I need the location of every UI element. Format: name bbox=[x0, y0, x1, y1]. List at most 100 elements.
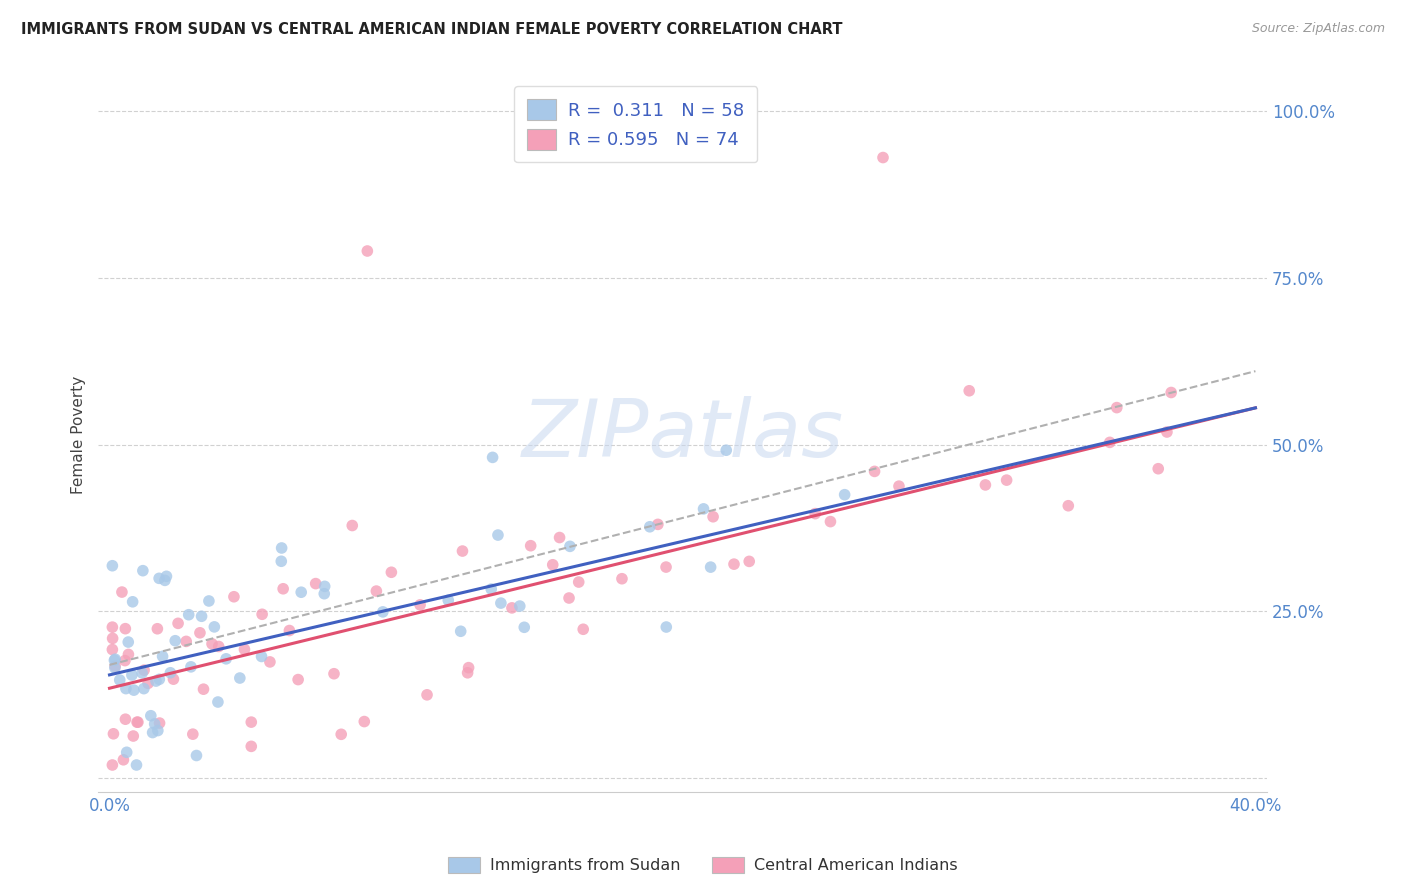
Point bbox=[122, 729, 145, 743]
Point bbox=[872, 151, 894, 165]
Point bbox=[692, 501, 714, 516]
Point bbox=[122, 683, 145, 698]
Point bbox=[489, 596, 512, 610]
Point bbox=[165, 633, 187, 648]
Point bbox=[287, 673, 309, 687]
Point bbox=[202, 620, 225, 634]
Point bbox=[115, 745, 138, 759]
Point bbox=[148, 571, 170, 585]
Point bbox=[177, 607, 200, 622]
Legend: Immigrants from Sudan, Central American Indians: Immigrants from Sudan, Central American … bbox=[441, 850, 965, 880]
Point bbox=[132, 564, 155, 578]
Point bbox=[513, 620, 536, 634]
Point bbox=[330, 727, 353, 741]
Point bbox=[240, 715, 263, 730]
Point bbox=[181, 727, 204, 741]
Point bbox=[519, 539, 541, 553]
Point bbox=[146, 723, 169, 738]
Point bbox=[957, 384, 980, 398]
Point bbox=[125, 758, 148, 772]
Point bbox=[167, 616, 190, 631]
Point bbox=[259, 655, 281, 669]
Point bbox=[486, 528, 509, 542]
Point bbox=[101, 642, 124, 657]
Text: ZIPatlas: ZIPatlas bbox=[522, 395, 844, 474]
Point bbox=[103, 727, 125, 741]
Point bbox=[1160, 385, 1182, 400]
Point bbox=[450, 624, 472, 639]
Point bbox=[114, 712, 136, 726]
Point bbox=[723, 557, 745, 571]
Point bbox=[409, 598, 432, 612]
Point bbox=[305, 576, 328, 591]
Point bbox=[208, 640, 231, 654]
Point bbox=[558, 539, 581, 553]
Point bbox=[121, 668, 143, 682]
Point bbox=[568, 575, 591, 590]
Point bbox=[1105, 401, 1128, 415]
Point bbox=[290, 585, 312, 599]
Point bbox=[558, 591, 581, 605]
Point bbox=[457, 660, 479, 674]
Point bbox=[820, 515, 842, 529]
Point bbox=[457, 665, 479, 680]
Point bbox=[655, 560, 678, 574]
Point bbox=[548, 531, 571, 545]
Point bbox=[207, 695, 229, 709]
Point bbox=[127, 715, 149, 730]
Point bbox=[125, 715, 148, 730]
Point bbox=[887, 479, 910, 493]
Point bbox=[481, 450, 503, 465]
Text: IMMIGRANTS FROM SUDAN VS CENTRAL AMERICAN INDIAN FEMALE POVERTY CORRELATION CHAR: IMMIGRANTS FROM SUDAN VS CENTRAL AMERICA… bbox=[21, 22, 842, 37]
Point bbox=[188, 625, 211, 640]
Point bbox=[437, 593, 460, 607]
Point bbox=[416, 688, 439, 702]
Point bbox=[145, 674, 167, 689]
Point bbox=[104, 659, 127, 673]
Point bbox=[371, 605, 394, 619]
Point bbox=[479, 582, 502, 596]
Point bbox=[104, 652, 127, 666]
Point bbox=[193, 682, 215, 697]
Point bbox=[995, 473, 1018, 487]
Point bbox=[366, 584, 388, 599]
Point bbox=[655, 620, 678, 634]
Point bbox=[342, 518, 364, 533]
Point bbox=[104, 661, 127, 675]
Point bbox=[541, 558, 564, 572]
Point bbox=[139, 708, 162, 723]
Point bbox=[201, 637, 224, 651]
Point bbox=[136, 676, 159, 690]
Point bbox=[250, 607, 273, 622]
Point bbox=[146, 622, 169, 636]
Point bbox=[1147, 461, 1170, 475]
Point bbox=[804, 507, 827, 521]
Point bbox=[323, 666, 346, 681]
Point bbox=[229, 671, 252, 685]
Point bbox=[101, 632, 124, 646]
Y-axis label: Female Poverty: Female Poverty bbox=[72, 376, 86, 493]
Point bbox=[233, 642, 256, 657]
Point bbox=[215, 652, 238, 666]
Point bbox=[222, 590, 245, 604]
Point bbox=[117, 648, 139, 662]
Point bbox=[314, 587, 336, 601]
Point bbox=[114, 654, 136, 668]
Point bbox=[278, 624, 301, 638]
Point bbox=[121, 595, 143, 609]
Point bbox=[509, 599, 531, 613]
Point bbox=[1156, 425, 1178, 439]
Point bbox=[356, 244, 378, 258]
Point bbox=[132, 681, 155, 696]
Point bbox=[148, 673, 170, 687]
Point bbox=[647, 517, 669, 532]
Point bbox=[270, 541, 292, 555]
Point bbox=[738, 554, 761, 568]
Point bbox=[155, 569, 177, 583]
Point bbox=[638, 520, 661, 534]
Point bbox=[186, 748, 208, 763]
Point bbox=[114, 622, 136, 636]
Point bbox=[716, 443, 738, 458]
Point bbox=[974, 478, 997, 492]
Point bbox=[148, 716, 170, 731]
